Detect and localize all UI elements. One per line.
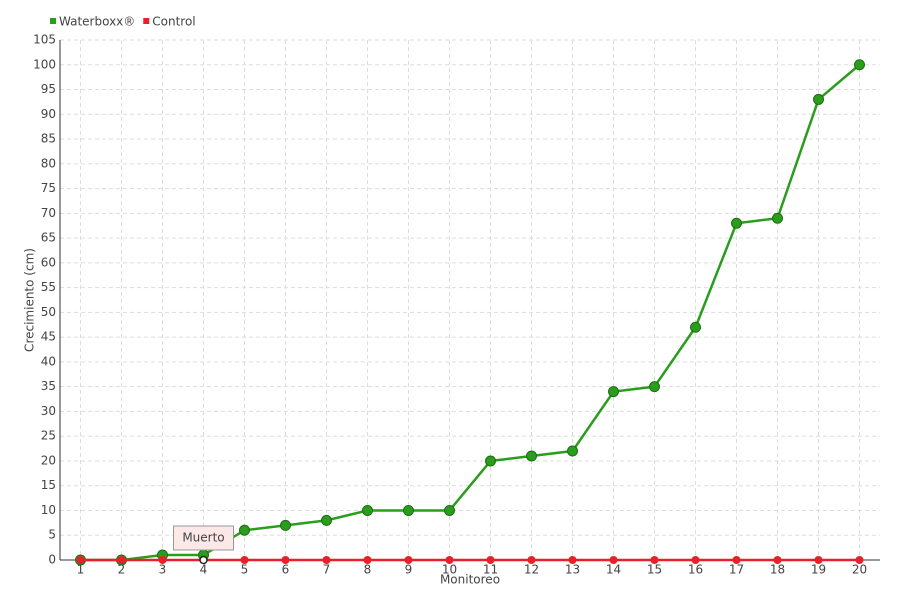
point [568, 556, 577, 564]
point [773, 556, 782, 564]
x-tick-label: 14 [606, 563, 621, 577]
point [444, 504, 455, 516]
x-tick-label: 9 [405, 563, 413, 577]
point [322, 556, 331, 564]
y-axis-title: Crecimiento (cm) [23, 248, 37, 352]
point [527, 556, 536, 564]
point [854, 59, 865, 71]
x-tick-label: 20 [852, 563, 867, 577]
x-tick-label: 10 [442, 563, 457, 577]
y-tick-label: 70 [41, 206, 56, 220]
point [526, 450, 537, 462]
point [281, 556, 290, 564]
y-tick-label: 105 [33, 33, 56, 47]
y-tick-label: 80 [41, 156, 56, 170]
point [240, 556, 249, 564]
point [445, 556, 454, 564]
legend-swatch [50, 18, 56, 24]
point [485, 455, 496, 467]
y-tick-label: 30 [41, 404, 56, 418]
point [567, 445, 578, 457]
x-tick-label: 17 [729, 563, 744, 577]
y-tick-label: 100 [33, 57, 56, 71]
y-tick-label: 35 [41, 379, 56, 393]
point [690, 321, 701, 333]
point [814, 556, 823, 564]
point [117, 556, 126, 564]
point [650, 556, 659, 564]
point [772, 212, 783, 224]
y-tick-label: 60 [41, 255, 56, 269]
x-tick-label: 2 [118, 563, 126, 577]
series-line [80, 63, 861, 562]
x-tick-label: 18 [770, 563, 785, 577]
legend-swatch [143, 18, 150, 24]
x-tick-label: 15 [647, 563, 662, 577]
annotation-box [173, 525, 234, 551]
legend-label: Waterboxx® [59, 15, 135, 29]
y-tick-label: 0 [48, 553, 56, 567]
x-tick-label: 19 [811, 563, 826, 577]
annotation-label: Muerto [182, 531, 224, 545]
x-tick-label: 11 [483, 563, 498, 577]
point [76, 556, 85, 564]
x-tick-label: 3 [159, 563, 167, 577]
point [691, 556, 700, 564]
x-tick-label: 5 [241, 563, 249, 577]
point [321, 514, 332, 526]
y-tick-label: 10 [41, 503, 56, 517]
y-tick-label: 50 [41, 305, 56, 319]
x-tick-label: 7 [323, 563, 331, 577]
x-tick-label: 13 [565, 563, 580, 577]
point [158, 556, 167, 564]
point [649, 381, 660, 393]
x-tick-label: 1 [77, 563, 85, 577]
y-tick-label: 65 [41, 231, 56, 245]
y-tick-label: 75 [41, 181, 56, 195]
point [609, 556, 618, 564]
y-tick-label: 95 [41, 82, 56, 96]
point [239, 524, 250, 536]
x-tick-label: 12 [524, 563, 539, 577]
point [486, 556, 495, 564]
point [363, 556, 372, 564]
x-tick-label: 6 [282, 563, 290, 577]
y-tick-label: 25 [41, 429, 56, 443]
x-axis-title: Monitoreo [440, 573, 500, 587]
legend-label: Control [152, 15, 195, 29]
y-tick-label: 5 [48, 528, 56, 542]
y-tick-label: 85 [41, 132, 56, 146]
point [404, 556, 413, 564]
y-tick-label: 40 [41, 354, 56, 368]
point [855, 556, 864, 564]
point [732, 556, 741, 564]
x-tick-label: 4 [200, 563, 208, 577]
point [731, 217, 742, 229]
y-tick-label: 90 [41, 107, 56, 121]
x-tick-label: 16 [688, 563, 703, 577]
point [280, 519, 291, 531]
point [813, 93, 824, 105]
x-tick-label: 8 [364, 563, 372, 577]
y-tick-label: 55 [41, 280, 56, 294]
annotation-point [199, 555, 208, 565]
point [608, 386, 619, 398]
y-tick-label: 20 [41, 453, 56, 467]
point [362, 504, 373, 516]
annotation: Muerto [173, 525, 234, 551]
point [403, 504, 414, 516]
y-tick-label: 45 [41, 330, 56, 344]
y-tick-label: 15 [41, 478, 56, 492]
